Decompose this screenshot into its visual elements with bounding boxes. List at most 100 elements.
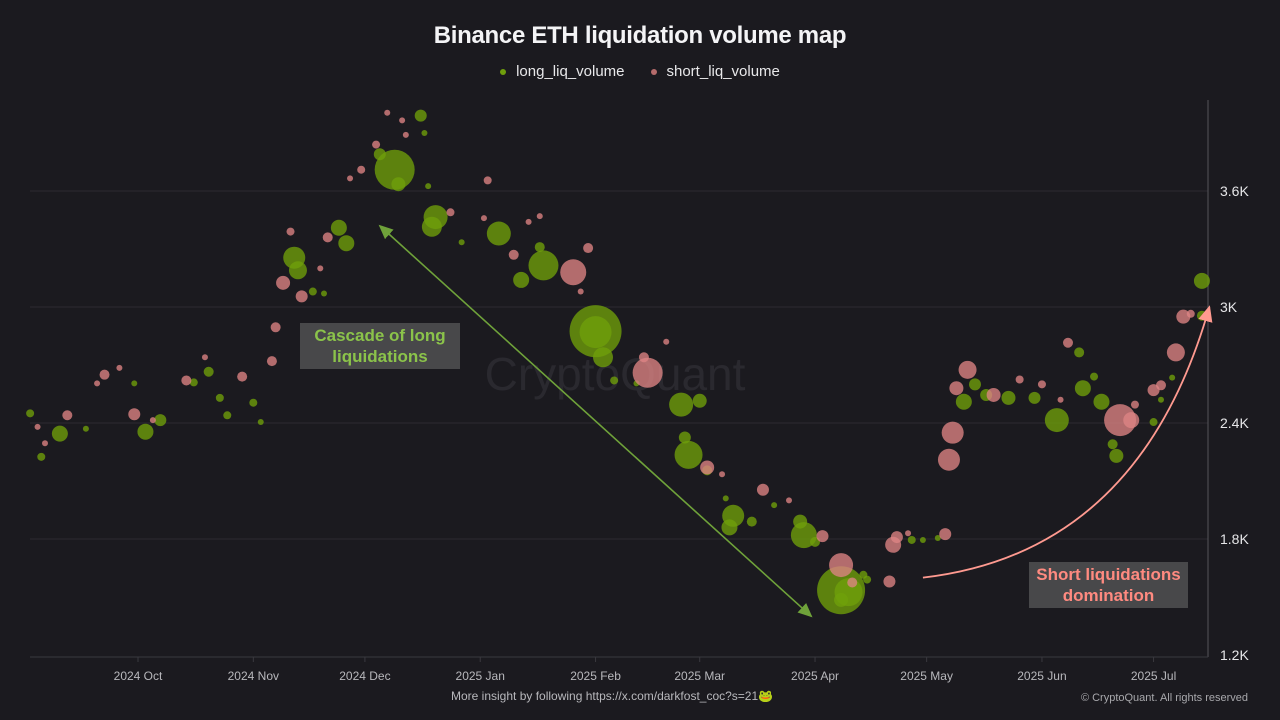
- short-liq-bubble: [941, 421, 964, 444]
- short-liq-bubble: [583, 243, 594, 254]
- long-liq-bubble: [486, 221, 511, 246]
- x-tick-label: 2024 Dec: [339, 669, 390, 683]
- short-liq-bubble: [756, 483, 769, 496]
- footer-link[interactable]: More insight by following https://x.com/…: [451, 689, 774, 703]
- long-liq-bubble: [37, 452, 46, 461]
- long-liq-bubble: [203, 366, 214, 377]
- long-liq-bubble: [131, 380, 138, 387]
- long-liq-bubble: [674, 440, 703, 469]
- long-liq-bubble: [1093, 393, 1110, 410]
- short-liq-bubble: [270, 322, 281, 333]
- long-liq-bubble: [771, 502, 778, 509]
- long-liq-bubble: [907, 535, 916, 544]
- x-tick-label: 2025 May: [900, 669, 953, 683]
- long-liq-bubble: [1028, 391, 1041, 404]
- x-tick-label: 2024 Nov: [228, 669, 279, 683]
- short-liq-bubble: [1037, 380, 1046, 389]
- legend-item-short[interactable]: short_liq_volume: [650, 63, 780, 80]
- short-liq-bubble: [1057, 396, 1064, 403]
- short-liq-bubble: [347, 175, 354, 182]
- long-liq-bubble: [373, 148, 386, 161]
- long-liq-bubble: [1107, 439, 1118, 450]
- long-liq-bubble: [458, 239, 465, 246]
- long-liq-bubble: [1149, 418, 1158, 427]
- long-liq-bubble: [321, 290, 327, 297]
- long-liq-bubble: [863, 575, 872, 584]
- short-liq-bubble: [181, 375, 192, 386]
- long-liq-bubble: [137, 423, 154, 440]
- short-liq-bubble: [384, 109, 391, 116]
- long-liq-bubble: [421, 216, 442, 237]
- short-liq-bubble: [357, 165, 366, 174]
- long-liq-bubble: [834, 592, 849, 607]
- y-tick-label: 1.8K: [1220, 531, 1249, 547]
- x-tick-label: 2025 Jul: [1131, 669, 1176, 683]
- short-liq-bubble: [847, 577, 858, 588]
- long-liq-bubble: [1193, 272, 1210, 289]
- short-liq-bubble: [286, 227, 295, 236]
- long-liq-bubble: [1001, 390, 1016, 405]
- short-liq-bubble: [1015, 375, 1024, 384]
- short-liq-bubble: [638, 352, 649, 363]
- short-liq-bubble: [62, 410, 73, 421]
- long-liq-bubble: [374, 149, 415, 190]
- short-liq-bubble: [266, 356, 277, 367]
- long-liq-bubble: [593, 347, 613, 368]
- long-liq-bubble: [513, 271, 530, 288]
- y-tick-label: 3K: [1220, 299, 1238, 315]
- short-domination-arrow: [922, 305, 1213, 579]
- long-liq-bubble: [1090, 372, 1099, 381]
- long-liq-bubble: [308, 287, 317, 296]
- chart-title: Binance ETH liquidation volume map: [433, 22, 847, 49]
- short-liq-bubble: [372, 140, 381, 149]
- long-liq-bubble: [215, 393, 224, 402]
- long-liq-bubble: [534, 242, 545, 253]
- long-liq-bubble: [1074, 380, 1091, 397]
- legend-label-short: short_liq_volume: [666, 63, 780, 80]
- short-liq-bubble: [949, 381, 964, 396]
- long-liq-bubble: [678, 431, 691, 444]
- short-liq-bubble: [939, 528, 952, 541]
- short-liq-bubble: [1166, 343, 1185, 362]
- short-liq-bubble: [483, 176, 492, 185]
- short-liq-bubble: [149, 417, 156, 424]
- short-liq-bubble: [1186, 309, 1195, 318]
- long-liq-bubble: [722, 495, 729, 502]
- long-liq-bubble: [1109, 448, 1124, 463]
- short-liq-bubble: [1123, 412, 1140, 429]
- long-liq-bubble: [934, 535, 941, 542]
- long-liq-bubble: [955, 393, 972, 410]
- annotation-short-domination: Short liquidations domination: [1029, 562, 1188, 608]
- short-liq-bubble: [480, 215, 487, 222]
- legend-item-long[interactable]: long_liq_volume: [500, 63, 625, 80]
- short-liq-bubble: [577, 288, 584, 295]
- short-liq-bubble: [1130, 400, 1139, 409]
- short-liq-bubble: [201, 354, 208, 361]
- long-liq-bubble: [391, 177, 406, 192]
- long-liq-bubble: [338, 235, 355, 252]
- short-liq-bubble: [128, 408, 141, 421]
- long-liq-bubble: [1158, 396, 1164, 403]
- short-liq-bubble: [34, 423, 41, 430]
- long-liq-bubble: [288, 261, 307, 280]
- x-tick-label: 2025 Jan: [456, 669, 505, 683]
- long-cascade-arrow: [378, 224, 813, 618]
- short-liq-bubble: [986, 387, 1001, 402]
- short-liq-bubble: [322, 232, 333, 243]
- long-liq-bubble: [249, 398, 258, 407]
- long-liq-bubble: [746, 516, 757, 527]
- short-liq-bubble: [663, 338, 670, 345]
- long-liq-bubble: [1169, 374, 1176, 381]
- long-liq-bubble: [82, 425, 89, 432]
- y-tick-label: 3.6K: [1220, 183, 1249, 199]
- long-liq-bubble: [421, 130, 428, 136]
- long-liq-bubble: [189, 378, 198, 387]
- legend-label-long: long_liq_volume: [516, 63, 625, 80]
- short-liq-bubble: [317, 265, 324, 272]
- long-liq-bubble: [330, 219, 347, 236]
- short-liq-bubble: [560, 259, 587, 286]
- short-liq-bubble: [829, 553, 854, 578]
- short-liq-bubble: [42, 440, 48, 447]
- long-liq-bubble: [1044, 408, 1069, 433]
- short-liq-bubble: [890, 531, 903, 544]
